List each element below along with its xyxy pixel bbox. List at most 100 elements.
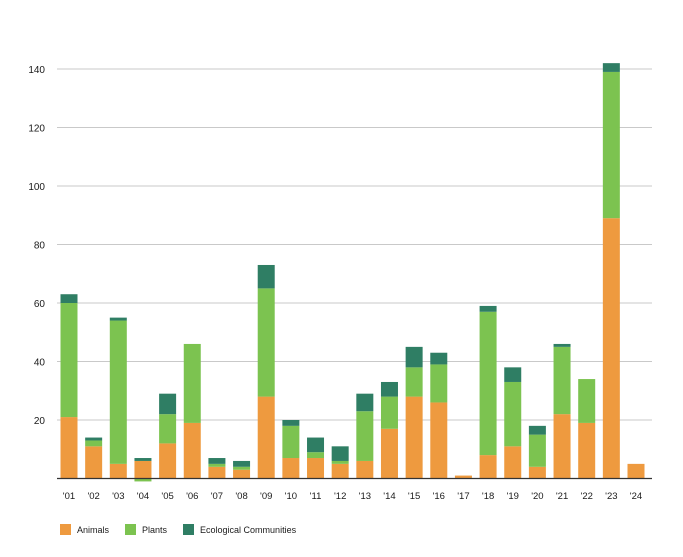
y-tick-label: 40 bbox=[34, 358, 46, 369]
bar-segment bbox=[60, 294, 78, 303]
bar-segment bbox=[307, 458, 325, 479]
x-tick-label: '16 bbox=[433, 491, 445, 502]
x-tick-label: '22 bbox=[581, 491, 593, 502]
legend-label: Ecological Communities bbox=[200, 524, 297, 535]
y-tick-label: 140 bbox=[28, 65, 45, 76]
bar-segment bbox=[134, 460, 152, 479]
bar-segment bbox=[134, 478, 152, 482]
x-tick-label: '20 bbox=[531, 491, 543, 502]
bar-segment bbox=[85, 440, 103, 447]
bar-segment bbox=[504, 381, 522, 447]
legend-label: Plants bbox=[142, 524, 168, 535]
bar-segment bbox=[183, 422, 201, 479]
bar-segment bbox=[380, 396, 398, 429]
bar-segment bbox=[504, 367, 522, 382]
bar-segment bbox=[479, 305, 497, 312]
bar-segment bbox=[627, 463, 645, 479]
y-tick-label: 100 bbox=[28, 182, 45, 193]
bar-segment bbox=[257, 288, 275, 397]
bars bbox=[60, 63, 645, 482]
bar-segment bbox=[307, 452, 325, 459]
bar-segment bbox=[553, 346, 571, 415]
legend-item: Plants bbox=[125, 524, 167, 535]
bar-segment bbox=[479, 311, 497, 456]
bar-segment bbox=[356, 411, 374, 461]
x-tick-label: '17 bbox=[457, 491, 469, 502]
bar-segment bbox=[208, 463, 226, 467]
bar-segment bbox=[257, 264, 275, 289]
x-tick-label: '13 bbox=[359, 491, 371, 502]
bar-segment bbox=[578, 422, 596, 479]
bar-segment bbox=[602, 71, 620, 219]
legend-label: Animals bbox=[77, 524, 110, 535]
x-tick-label: '19 bbox=[507, 491, 519, 502]
x-tick-label: '12 bbox=[334, 491, 346, 502]
x-tick-label: '15 bbox=[408, 491, 420, 502]
x-tick-label: '09 bbox=[260, 491, 272, 502]
bar-segment bbox=[307, 437, 325, 453]
x-tick-label: '14 bbox=[383, 491, 395, 502]
legend-swatch bbox=[125, 524, 137, 535]
x-tick-label: '03 bbox=[112, 491, 124, 502]
bar-segment bbox=[183, 343, 201, 423]
grid-lines bbox=[57, 68, 652, 421]
bar-segment bbox=[430, 352, 448, 365]
axes: 20 40 60 80 100 120 140 '01 '02 '03 '04 '05 '06 '07 '0… bbox=[28, 65, 652, 502]
x-tick-label: '23 bbox=[605, 491, 617, 502]
bar-segment bbox=[109, 317, 127, 321]
x-tick-label: '07 bbox=[211, 491, 223, 502]
x-tick-label: '21 bbox=[556, 491, 568, 502]
x-tick-label: '10 bbox=[285, 491, 297, 502]
y-tick-label: 20 bbox=[34, 416, 46, 427]
bar-segment bbox=[134, 458, 152, 461]
x-tick-label: '05 bbox=[161, 491, 173, 502]
bar-segment bbox=[208, 458, 226, 464]
bar-segment bbox=[331, 446, 349, 461]
legend-swatch bbox=[60, 524, 71, 535]
bar-segment bbox=[380, 428, 398, 479]
bar-segment bbox=[405, 367, 423, 397]
bar-segment bbox=[282, 458, 300, 479]
bar-segment bbox=[528, 466, 546, 479]
bar-segment bbox=[479, 455, 497, 479]
bar-segment bbox=[233, 460, 251, 467]
bar-segment bbox=[553, 343, 571, 347]
y-tick-label: 60 bbox=[34, 299, 46, 310]
bar-segment bbox=[159, 414, 177, 444]
bar-segment bbox=[405, 346, 423, 368]
bar-segment bbox=[282, 420, 300, 426]
bar-segment bbox=[159, 443, 177, 479]
legend: Animals Plants Ecological Communities bbox=[60, 524, 296, 535]
bar-segment bbox=[405, 396, 423, 479]
bar-segment bbox=[528, 434, 546, 467]
x-tick-label: '06 bbox=[186, 491, 198, 502]
bar-segment bbox=[454, 475, 472, 479]
x-tick-label: '18 bbox=[482, 491, 494, 502]
bar-segment bbox=[331, 460, 349, 464]
bar-segment bbox=[356, 460, 374, 479]
bar-segment bbox=[233, 466, 251, 470]
x-tick-label: '11 bbox=[310, 491, 322, 502]
bar-segment bbox=[60, 417, 78, 479]
bar-segment bbox=[430, 402, 448, 479]
bar-segment bbox=[233, 469, 251, 479]
bar-segment bbox=[85, 437, 103, 441]
bar-segment bbox=[159, 393, 177, 415]
bar-segment bbox=[60, 303, 78, 418]
bar-segment bbox=[356, 393, 374, 412]
x-tick-label: '04 bbox=[137, 491, 149, 502]
bar-segment bbox=[109, 463, 127, 479]
bar-segment bbox=[109, 320, 127, 464]
bar-segment bbox=[430, 364, 448, 403]
bar-segment bbox=[553, 414, 571, 479]
x-tick-label: '08 bbox=[235, 491, 247, 502]
legend-swatch bbox=[183, 524, 195, 535]
y-tick-label: 80 bbox=[34, 241, 46, 252]
x-tick-label: '02 bbox=[87, 491, 99, 502]
y-tick-label: 120 bbox=[28, 124, 45, 135]
bar-segment bbox=[380, 381, 398, 397]
bar-segment bbox=[528, 425, 546, 435]
bar-segment bbox=[602, 218, 620, 479]
